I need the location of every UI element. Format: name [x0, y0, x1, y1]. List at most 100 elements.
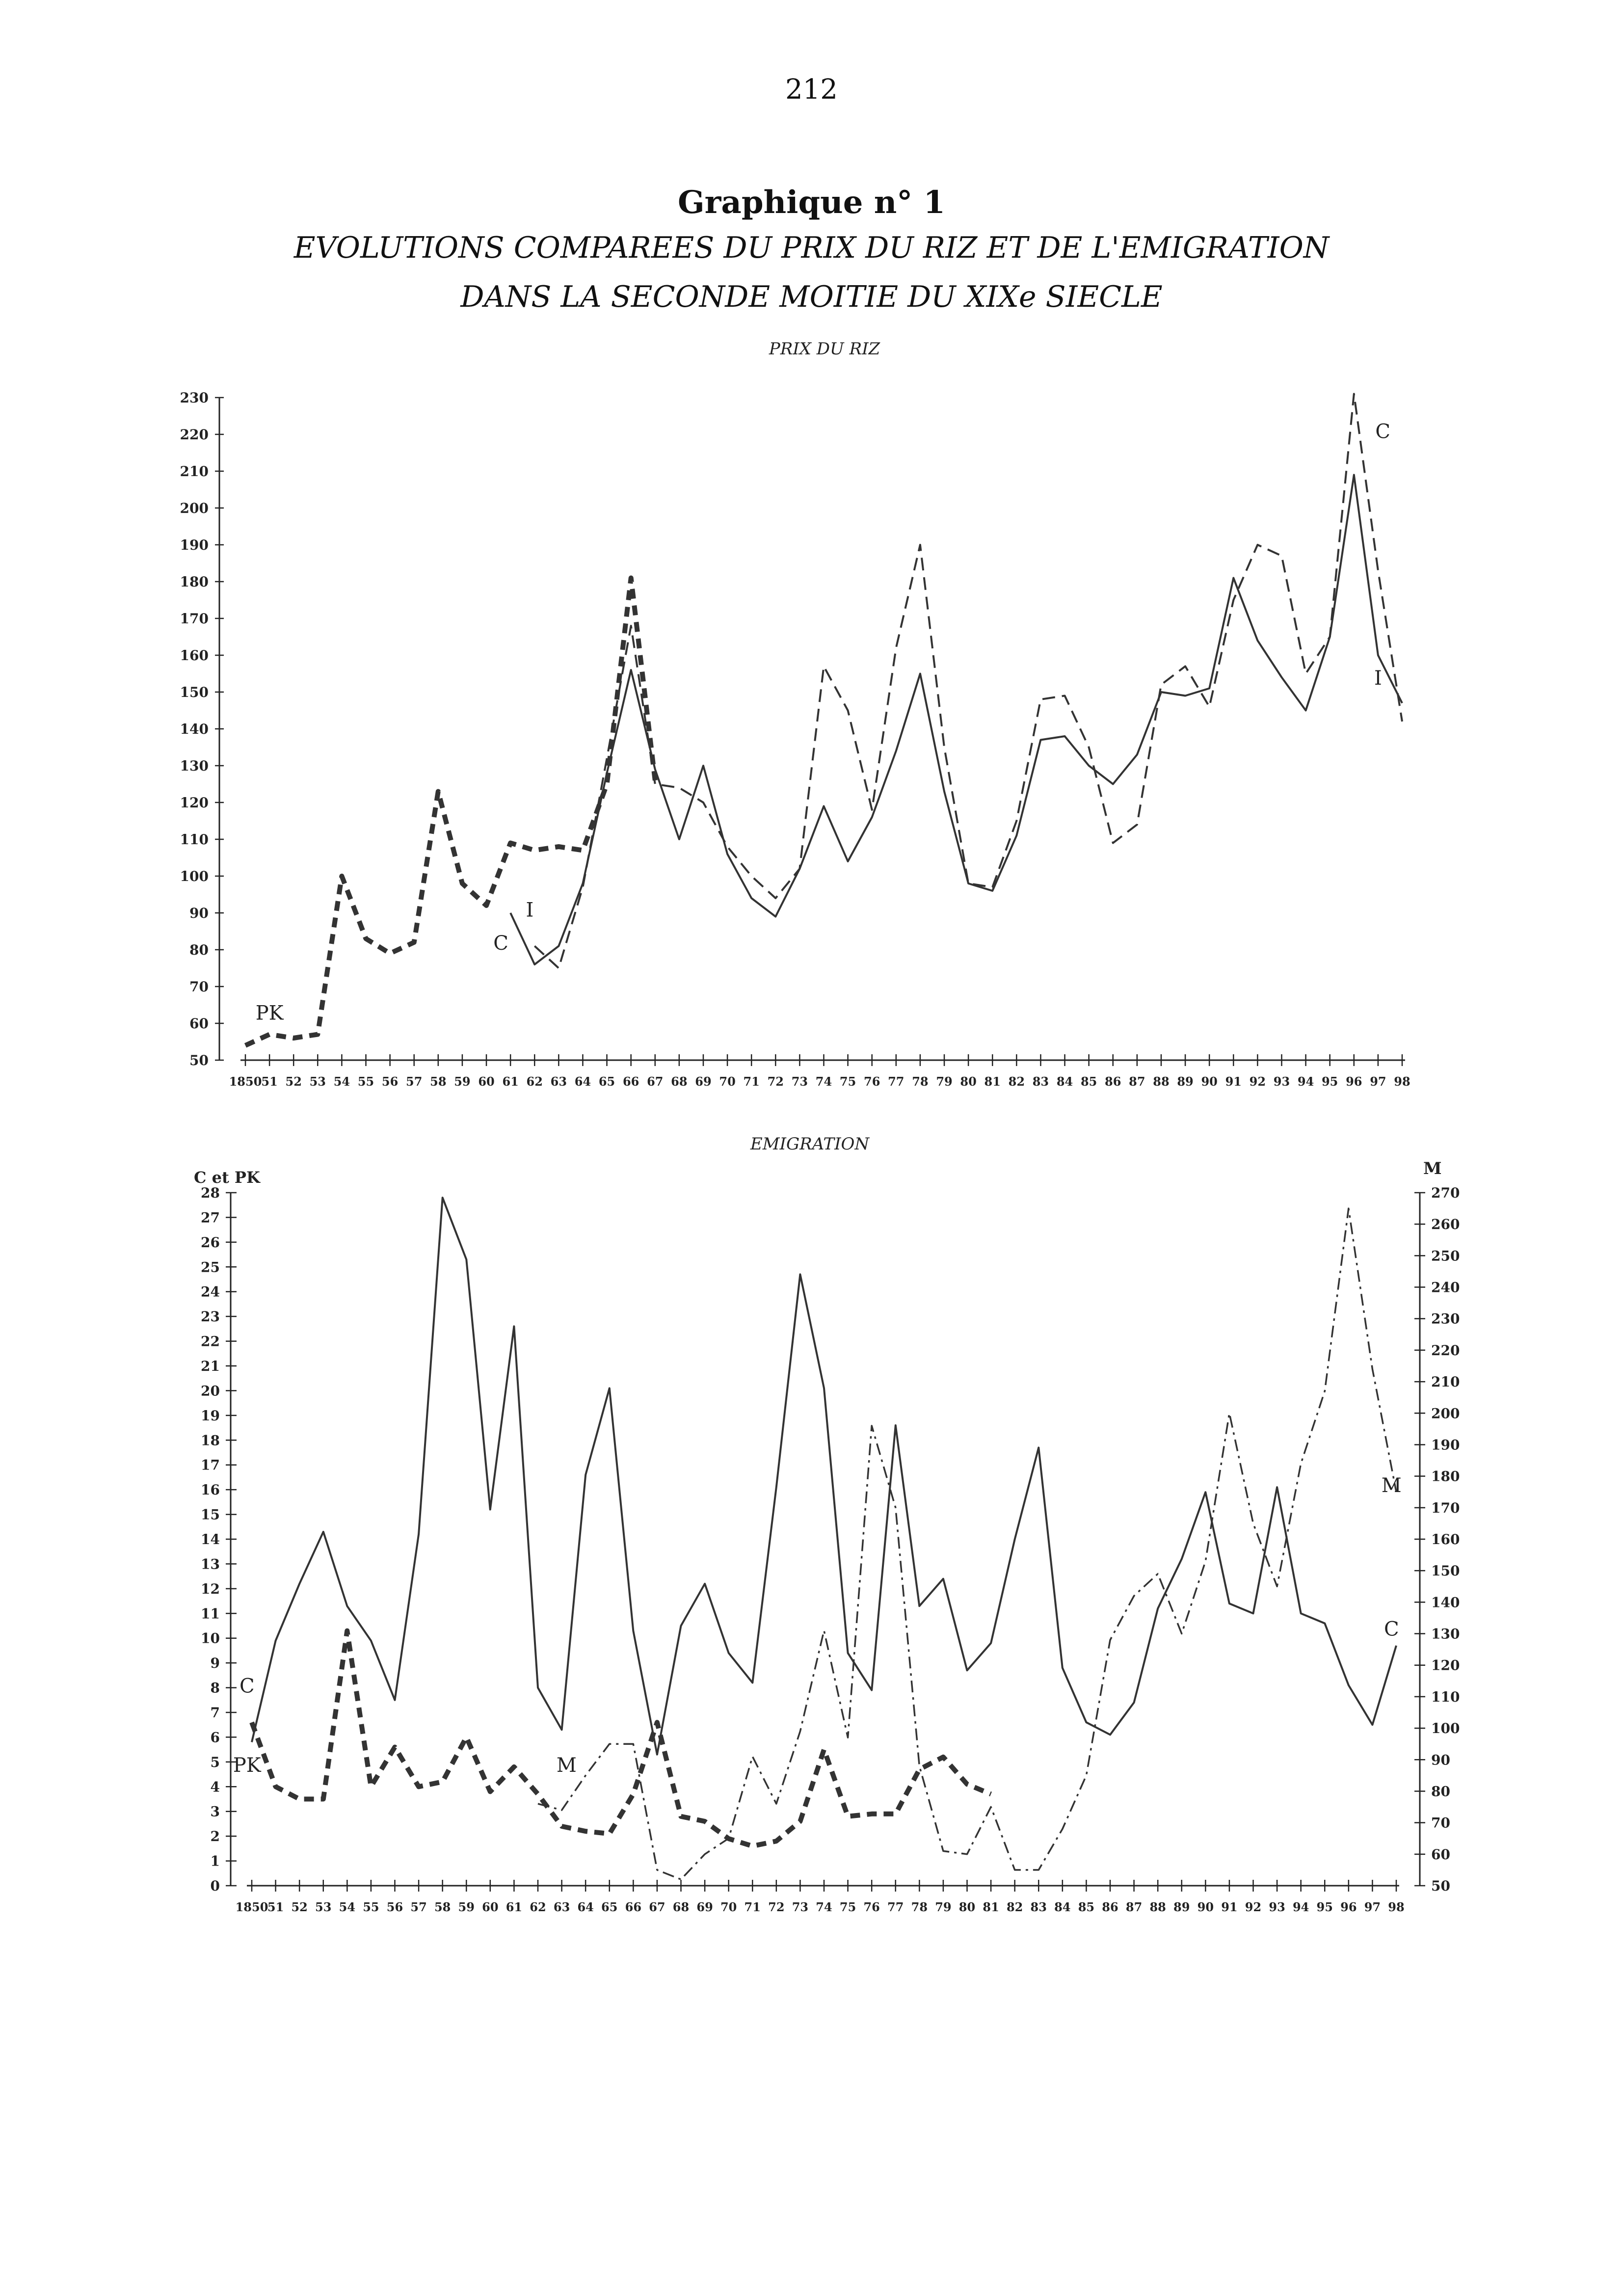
y-tick-label-right: 140	[1431, 1594, 1460, 1610]
y-tick-label-left: 12	[201, 1581, 220, 1597]
y-tick-label-left: 8	[211, 1680, 220, 1696]
x-tick-label: 80	[959, 1900, 975, 1914]
x-tick-label: 73	[792, 1900, 808, 1914]
rice-price-chart: PRIX DU RIZ 50 60 70 80 90 100 110 120 130 140 150 1…	[180, 339, 1410, 1089]
y-tick-label-right: 190	[1431, 1437, 1460, 1453]
y-tick-label-left: 23	[201, 1308, 220, 1325]
series-line-c	[251, 1197, 1397, 1756]
y-tick-label-left: 5	[211, 1754, 220, 1770]
x-tick-label: 52	[286, 1074, 302, 1089]
x-tick-label: 77	[887, 1900, 904, 1914]
y-tick-label-left: 1	[211, 1853, 220, 1869]
y-tick-label-left: 11	[201, 1605, 220, 1622]
x-tick-label: 61	[502, 1074, 518, 1089]
y-tick-label-left: 9	[211, 1655, 220, 1671]
y-tick-label-left: 26	[201, 1234, 220, 1251]
x-tick-label: 89	[1173, 1900, 1190, 1914]
x-tick-label: 63	[551, 1074, 567, 1089]
y-tick-label-right: 60	[1431, 1846, 1450, 1863]
y-tick-label-left: 2	[211, 1828, 220, 1844]
x-tick-label: 55	[363, 1900, 379, 1914]
x-tick-label: 82	[1007, 1900, 1023, 1914]
x-tick-label: 95	[1322, 1074, 1338, 1089]
page-number: 212	[785, 74, 838, 106]
x-tick-label: 94	[1293, 1900, 1309, 1914]
x-tick-label: 65	[601, 1900, 617, 1914]
x-tick-label: 89	[1177, 1074, 1193, 1089]
x-tick-label: 83	[1033, 1074, 1049, 1089]
x-tick-label: 71	[745, 1900, 761, 1914]
y-tick-label-left: 18	[201, 1432, 220, 1448]
y-tick-label-right: 160	[1431, 1531, 1460, 1548]
x-tick-label: 87	[1129, 1074, 1145, 1089]
y-tick-label: 70	[189, 979, 209, 995]
y-tick-label-left: 16	[201, 1482, 220, 1498]
x-tick-label: 68	[671, 1074, 687, 1089]
x-tick-label: 72	[768, 1074, 784, 1089]
y-tick-label: 60	[189, 1015, 209, 1032]
y-tick-label-right: 240	[1431, 1280, 1460, 1296]
y-tick-label-left: 10	[201, 1630, 220, 1647]
y-tick-label-left: 20	[201, 1383, 220, 1399]
x-tick-label: 93	[1274, 1074, 1290, 1089]
y-tick-label-right: 90	[1431, 1752, 1450, 1768]
x-tick-label: 66	[623, 1074, 639, 1089]
x-tick-label: 75	[840, 1074, 856, 1089]
y-tick-label-left: 25	[201, 1259, 220, 1275]
x-tick-label: 76	[864, 1074, 880, 1089]
x-tick-label: 88	[1153, 1074, 1169, 1089]
x-tick-label: 81	[983, 1900, 999, 1914]
y-tick-label-right: 70	[1431, 1815, 1450, 1831]
y-tick-label: 150	[180, 684, 209, 700]
series-line-i	[509, 474, 1403, 965]
x-tick-label: 57	[410, 1900, 426, 1914]
x-tick-label: 97	[1364, 1900, 1381, 1914]
x-tick-label: 54	[334, 1074, 350, 1089]
series-label: I	[526, 899, 534, 922]
y-tick-label-left: 28	[201, 1185, 220, 1201]
x-tick-label: 71	[743, 1074, 759, 1089]
x-tick-label: 67	[647, 1074, 663, 1089]
x-tick-label: 80	[960, 1074, 976, 1089]
y-tick-label: 140	[180, 721, 209, 737]
x-tick-label: 93	[1269, 1900, 1285, 1914]
x-tick-label: 56	[387, 1900, 403, 1914]
y-tick-label-left: 19	[201, 1408, 220, 1424]
x-tick-label: 85	[1078, 1900, 1094, 1914]
x-tick-label: 74	[816, 1900, 832, 1914]
series-label: C	[239, 1675, 255, 1698]
x-tick-label: 51	[267, 1900, 284, 1914]
y-axis-label-right: M	[1423, 1159, 1442, 1178]
chart-title: PRIX DU RIZ	[769, 339, 881, 359]
x-tick-label: 59	[454, 1074, 470, 1089]
x-tick-label: 60	[482, 1900, 498, 1914]
x-tick-label: 51	[261, 1074, 277, 1089]
y-tick-label-right: 260	[1431, 1216, 1460, 1232]
y-tick-label: 100	[180, 868, 209, 884]
x-tick-label: 55	[358, 1074, 374, 1089]
y-tick-label: 210	[180, 463, 209, 480]
x-tick-label: 58	[430, 1074, 446, 1089]
y-tick-label-right: 80	[1431, 1783, 1450, 1799]
x-tick-label: 64	[577, 1900, 593, 1914]
series-line-c	[533, 393, 1403, 969]
x-tick-label: 59	[458, 1900, 475, 1914]
x-tick-label: 73	[792, 1074, 808, 1089]
y-tick-label: 190	[180, 537, 209, 553]
x-tick-label: 76	[863, 1900, 879, 1914]
y-tick-label-right: 110	[1431, 1689, 1460, 1705]
x-tick-label: 75	[840, 1900, 856, 1914]
series-line-pk	[244, 575, 658, 1048]
x-tick-label: 95	[1317, 1900, 1333, 1914]
x-tick-label: 85	[1081, 1074, 1097, 1089]
x-tick-label: 90	[1197, 1900, 1214, 1914]
y-tick-label-left: 7	[211, 1705, 220, 1721]
x-tick-label: 91	[1225, 1074, 1242, 1089]
y-tick-label-left: 24	[201, 1284, 220, 1300]
y-tick-label-left: 21	[201, 1358, 220, 1374]
x-tick-label: 84	[1057, 1074, 1073, 1089]
y-tick-label: 200	[180, 500, 209, 516]
x-tick-label: 62	[527, 1074, 543, 1089]
x-tick-label: 92	[1250, 1074, 1266, 1089]
y-tick-label-left: 13	[201, 1556, 220, 1572]
